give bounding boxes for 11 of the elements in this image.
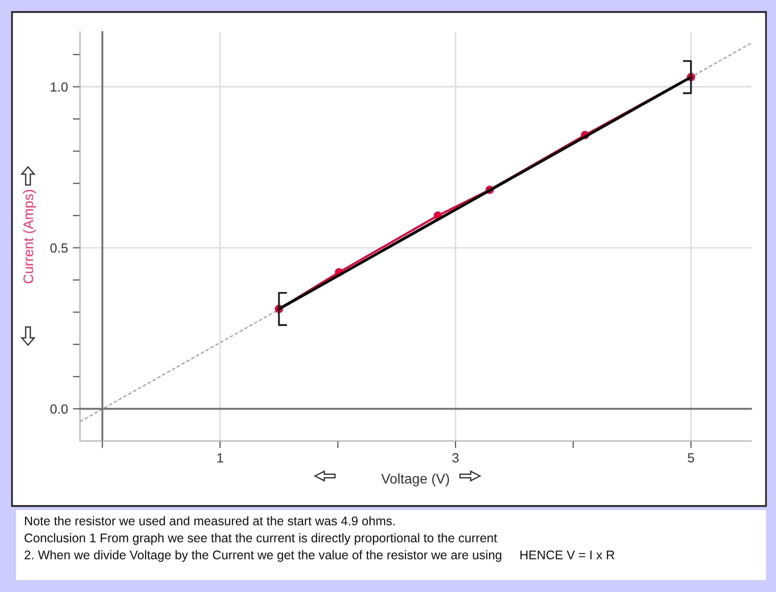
y-tick-label: 0.5 [50, 243, 68, 253]
text: 2. When we divide Voltage by the Current we get the value of the resistor we are using HENCE V = I x R [24, 550, 614, 562]
y-tick-label: 0.0 [50, 404, 68, 414]
text: Conclusion 1 From graph we see that the current is directly proportional to the current [24, 533, 498, 545]
y-tick-label: 1.0 [50, 82, 68, 92]
x-tick-label: 1 [217, 453, 224, 462]
x-tick-label: 5 [688, 453, 694, 462]
x-tick-label: 3 [452, 453, 459, 462]
y-axis-title: Current (Amps) [23, 190, 36, 284]
x-axis-title: Voltage (V) [381, 473, 449, 486]
text: Note the resistor we used and measured at the start was 4.9 ohms. [25, 516, 395, 526]
